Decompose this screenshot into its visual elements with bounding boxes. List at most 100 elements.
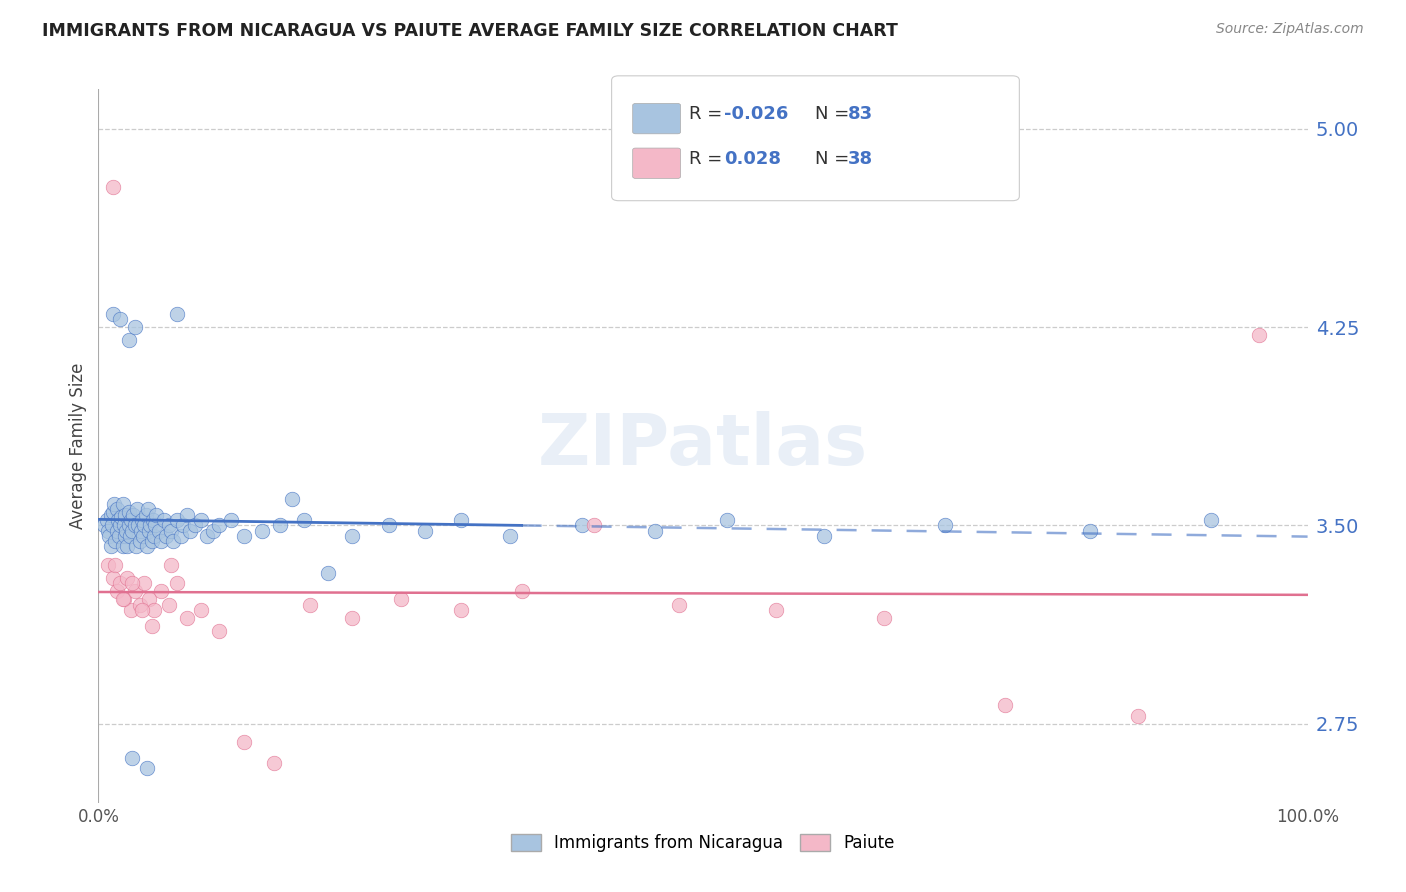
- Point: [498, 529, 520, 543]
- Point: [813, 529, 835, 543]
- Point: [994, 698, 1017, 712]
- Point: [141, 534, 163, 549]
- Point: [135, 761, 157, 775]
- Point: [155, 529, 177, 543]
- Legend: Immigrants from Nicaragua, Paiute: Immigrants from Nicaragua, Paiute: [505, 827, 901, 859]
- Point: [117, 540, 139, 554]
- Point: [118, 505, 141, 519]
- Point: [208, 624, 231, 638]
- Point: [122, 508, 145, 522]
- Text: 38: 38: [848, 150, 873, 168]
- Point: [118, 518, 141, 533]
- Point: [121, 524, 143, 538]
- Point: [110, 510, 132, 524]
- Point: [765, 603, 787, 617]
- Text: 0.028: 0.028: [724, 150, 782, 168]
- Point: [148, 524, 170, 538]
- Point: [150, 534, 173, 549]
- Point: [1199, 513, 1222, 527]
- Point: [292, 513, 315, 527]
- Point: [104, 534, 127, 549]
- Point: [120, 513, 142, 527]
- Point: [179, 524, 201, 538]
- Point: [112, 518, 135, 533]
- Point: [100, 540, 122, 554]
- Point: [127, 502, 149, 516]
- Point: [377, 518, 399, 533]
- Point: [141, 618, 163, 632]
- Point: [208, 518, 231, 533]
- Point: [121, 576, 143, 591]
- Point: [105, 502, 128, 516]
- Point: [342, 611, 364, 625]
- Point: [150, 584, 173, 599]
- Point: [143, 603, 166, 617]
- Point: [157, 518, 180, 533]
- Point: [131, 603, 153, 617]
- Point: [128, 534, 150, 549]
- Point: [152, 513, 174, 527]
- Point: [263, 756, 285, 771]
- Y-axis label: Average Family Size: Average Family Size: [69, 363, 87, 529]
- Point: [135, 508, 157, 522]
- Point: [316, 566, 339, 580]
- Point: [101, 505, 124, 519]
- Point: [121, 751, 143, 765]
- Point: [160, 524, 183, 538]
- Point: [143, 518, 166, 533]
- Point: [105, 584, 128, 599]
- Text: Source: ZipAtlas.com: Source: ZipAtlas.com: [1216, 22, 1364, 37]
- Point: [115, 524, 138, 538]
- Point: [97, 524, 120, 538]
- Point: [195, 529, 218, 543]
- Point: [108, 518, 131, 533]
- Point: [104, 558, 127, 572]
- Text: R =: R =: [689, 150, 728, 168]
- Point: [112, 592, 135, 607]
- Point: [232, 735, 254, 749]
- Point: [100, 508, 122, 522]
- Point: [132, 529, 155, 543]
- Point: [128, 598, 150, 612]
- Point: [668, 598, 690, 612]
- Point: [129, 524, 152, 538]
- Point: [190, 513, 212, 527]
- Point: [184, 518, 207, 533]
- Text: IMMIGRANTS FROM NICARAGUA VS PAIUTE AVERAGE FAMILY SIZE CORRELATION CHART: IMMIGRANTS FROM NICARAGUA VS PAIUTE AVER…: [42, 22, 898, 40]
- Point: [281, 491, 304, 506]
- Point: [162, 534, 184, 549]
- Point: [111, 540, 134, 554]
- Point: [108, 312, 131, 326]
- Point: [125, 540, 148, 554]
- Point: [1249, 328, 1271, 343]
- Point: [157, 598, 180, 612]
- Point: [221, 513, 243, 527]
- Point: [134, 576, 156, 591]
- Point: [1128, 708, 1150, 723]
- Point: [98, 529, 121, 543]
- Point: [176, 508, 198, 522]
- Point: [250, 524, 273, 538]
- Point: [134, 518, 156, 533]
- Point: [571, 518, 593, 533]
- Point: [172, 518, 194, 533]
- Point: [105, 524, 128, 538]
- Text: N =: N =: [815, 105, 855, 123]
- Point: [1078, 524, 1101, 538]
- Point: [101, 571, 124, 585]
- Text: R =: R =: [689, 105, 728, 123]
- Point: [143, 529, 166, 543]
- Point: [111, 592, 134, 607]
- Point: [176, 611, 198, 625]
- Text: 83: 83: [848, 105, 873, 123]
- Point: [450, 603, 472, 617]
- Point: [269, 518, 291, 533]
- Point: [96, 513, 118, 527]
- Point: [131, 513, 153, 527]
- Point: [145, 508, 167, 522]
- Point: [117, 571, 139, 585]
- Text: -0.026: -0.026: [724, 105, 789, 123]
- Point: [232, 529, 254, 543]
- Point: [166, 307, 188, 321]
- Point: [108, 576, 131, 591]
